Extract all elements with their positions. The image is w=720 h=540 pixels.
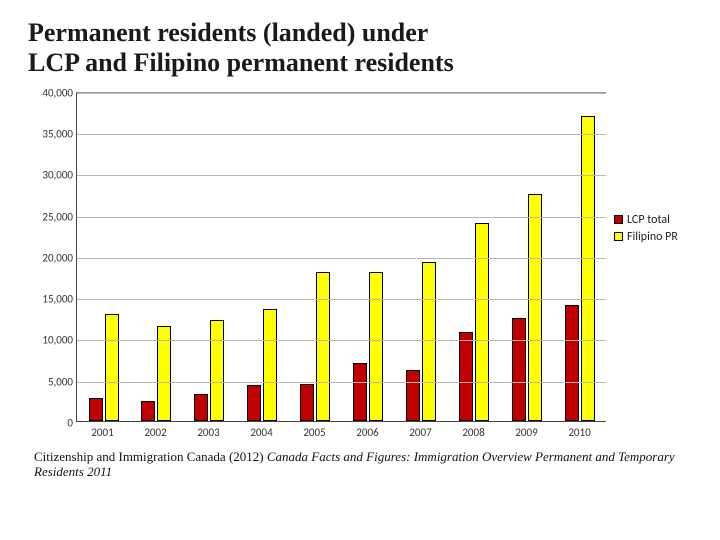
x-tick-label: 2010	[553, 422, 606, 439]
bar-filipino	[210, 320, 224, 421]
bar-lcp	[512, 318, 526, 421]
bar-filipino	[475, 223, 489, 421]
x-tick-label: 2009	[500, 422, 553, 439]
y-tick-label: 0	[29, 416, 73, 429]
bar-filipino	[369, 272, 383, 421]
x-tick-label: 2007	[394, 422, 447, 439]
gridline	[77, 175, 606, 176]
bar-lcp	[353, 363, 367, 421]
y-tick-label: 25,000	[29, 210, 73, 223]
legend-item: LCP total	[614, 213, 678, 227]
bar-filipino	[528, 194, 542, 421]
x-tick-label: 2005	[288, 422, 341, 439]
chart-container: 0 5,000 10,000 15,000 20,000 25,000 30,000 35,0…	[28, 92, 692, 439]
bar-lcp	[141, 401, 155, 421]
legend-swatch	[614, 232, 623, 241]
y-tick-label: 10,000	[29, 334, 73, 347]
bar-group	[342, 93, 395, 421]
bar-filipino	[422, 262, 436, 420]
bar-filipino	[263, 309, 277, 420]
bar-lcp	[300, 384, 314, 421]
bar-filipino	[105, 314, 119, 421]
plot-area: 05,00010,00015,00020,00025,00030,00035,0…	[76, 92, 606, 422]
gridline	[77, 258, 606, 259]
bar-group	[447, 93, 500, 421]
x-tick-label: 2002	[129, 422, 182, 439]
bar-lcp	[406, 370, 420, 421]
gridline	[77, 217, 606, 218]
bar-group	[77, 93, 130, 421]
bar-group	[394, 93, 447, 421]
gridline	[77, 340, 606, 341]
y-tick-label: 20,000	[29, 251, 73, 264]
y-tick-label: 5,000	[29, 375, 73, 388]
y-tick-label: 30,000	[29, 169, 73, 182]
source-prefix: Citizenship and Immigration Canada (2012…	[34, 449, 267, 464]
gridline	[77, 299, 606, 300]
bar-group	[500, 93, 553, 421]
bar-lcp	[194, 394, 208, 421]
bar-filipino	[316, 272, 330, 421]
bar-lcp	[459, 332, 473, 421]
bar-groups	[77, 93, 606, 421]
legend-item: Filipino PR	[614, 230, 678, 244]
gridline	[77, 93, 606, 94]
x-tick-label: 2001	[76, 422, 129, 439]
y-tick-label: 35,000	[29, 128, 73, 141]
bar-lcp	[247, 385, 261, 420]
legend-label: LCP total	[627, 213, 670, 227]
bar-filipino	[581, 116, 595, 421]
gridline	[77, 382, 606, 383]
gridline	[77, 134, 606, 135]
bar-lcp	[89, 398, 103, 421]
source-citation: Citizenship and Immigration Canada (2012…	[28, 449, 692, 480]
x-tick-label: 2004	[235, 422, 288, 439]
title-line-2: LCP and Filipino permanent residents	[28, 48, 454, 77]
bar-group	[236, 93, 289, 421]
title-line-1: Permanent residents (landed) under	[28, 18, 428, 47]
chart-title: Permanent residents (landed) under LCP a…	[28, 18, 692, 78]
x-axis-labels: 2001200220032004200520062007200820092010	[76, 422, 606, 439]
legend: LCP total Filipino PR	[614, 210, 678, 247]
y-tick-label: 15,000	[29, 293, 73, 306]
chart-and-xaxis: 05,00010,00015,00020,00025,00030,00035,0…	[76, 92, 606, 439]
legend-swatch	[614, 215, 623, 224]
x-tick-label: 2003	[182, 422, 235, 439]
legend-label: Filipino PR	[627, 230, 678, 244]
bar-lcp	[565, 305, 579, 421]
y-tick-label: 40,000	[29, 86, 73, 99]
bar-group	[289, 93, 342, 421]
x-tick-label: 2008	[447, 422, 500, 439]
bar-group	[183, 93, 236, 421]
bar-group	[553, 93, 606, 421]
bar-group	[130, 93, 183, 421]
x-tick-label: 2006	[341, 422, 394, 439]
